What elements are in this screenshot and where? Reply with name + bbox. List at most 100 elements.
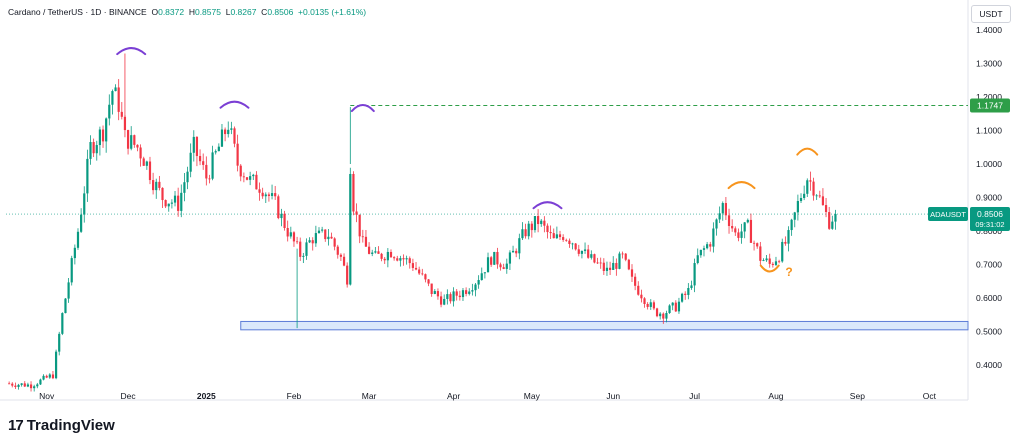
candle-body[interactable]	[680, 293, 684, 302]
candle-body[interactable]	[831, 221, 834, 229]
candle-body[interactable]	[643, 298, 646, 304]
candle-body[interactable]	[227, 129, 230, 135]
peak-arc-mar[interactable]	[350, 104, 375, 113]
candle-body[interactable]	[649, 302, 652, 307]
candle-body[interactable]	[58, 333, 61, 352]
candle-body[interactable]	[474, 284, 477, 291]
candle-body[interactable]	[621, 253, 624, 255]
candle-body[interactable]	[261, 192, 264, 197]
candle-body[interactable]	[42, 375, 45, 380]
candle-body[interactable]	[430, 283, 433, 294]
candle-body[interactable]	[718, 213, 721, 220]
candle-body[interactable]	[217, 146, 220, 152]
candle-body[interactable]	[449, 294, 452, 302]
candle-body[interactable]	[762, 260, 765, 262]
candle-body[interactable]	[45, 375, 48, 378]
tradingview-brand[interactable]: 17 TradingView	[8, 417, 115, 434]
candle-body[interactable]	[23, 383, 26, 387]
candle-body[interactable]	[439, 296, 443, 305]
candle-body[interactable]	[724, 203, 727, 216]
candle-body[interactable]	[70, 258, 73, 283]
candle-body[interactable]	[411, 263, 414, 268]
candle-body[interactable]	[668, 305, 671, 314]
candle-body[interactable]	[471, 290, 474, 292]
candle-body[interactable]	[721, 203, 724, 214]
candle-body[interactable]	[239, 165, 242, 177]
candle-body[interactable]	[202, 161, 205, 165]
candle-body[interactable]	[399, 258, 402, 261]
candle-body[interactable]	[242, 176, 245, 178]
candle-body[interactable]	[778, 261, 781, 263]
candle-body[interactable]	[101, 129, 105, 142]
candle-body[interactable]	[277, 196, 280, 219]
candle-body[interactable]	[749, 219, 753, 243]
candle-body[interactable]	[264, 194, 267, 197]
candle-body[interactable]	[505, 263, 508, 269]
candle-body[interactable]	[414, 267, 418, 270]
candle-body[interactable]	[126, 130, 130, 149]
candle-body[interactable]	[280, 213, 283, 219]
candle-body[interactable]	[546, 225, 549, 233]
candle-body[interactable]	[170, 202, 173, 204]
candle-body[interactable]	[230, 128, 233, 130]
candle-body[interactable]	[208, 178, 211, 180]
candle-body[interactable]	[555, 234, 558, 239]
candle-body[interactable]	[111, 91, 114, 105]
candle-body[interactable]	[790, 219, 793, 231]
candle-body[interactable]	[537, 216, 540, 225]
candle-body[interactable]	[515, 250, 518, 254]
candle-body[interactable]	[543, 220, 546, 226]
candle-body[interactable]	[295, 241, 299, 243]
candle-body[interactable]	[155, 181, 158, 191]
candle-body[interactable]	[346, 265, 349, 285]
candle-body[interactable]	[161, 187, 164, 201]
candle-body[interactable]	[252, 174, 255, 177]
candle-body[interactable]	[177, 195, 180, 211]
candle-body[interactable]	[383, 258, 386, 261]
candle-body[interactable]	[389, 251, 393, 258]
candle-body[interactable]	[477, 280, 480, 285]
candle-body[interactable]	[465, 290, 468, 294]
candle-body[interactable]	[245, 177, 249, 180]
candle-body[interactable]	[756, 243, 759, 247]
candle-body[interactable]	[274, 193, 277, 197]
candle-body[interactable]	[180, 192, 183, 211]
candle-body[interactable]	[580, 250, 584, 254]
peak-arc-dec[interactable]	[116, 47, 147, 56]
candle-body[interactable]	[352, 173, 355, 212]
candle-body[interactable]	[39, 379, 42, 385]
candle-body[interactable]	[630, 269, 634, 277]
candle-body[interactable]	[530, 223, 533, 231]
candle-body[interactable]	[233, 128, 236, 144]
candle-body[interactable]	[461, 290, 465, 298]
candle-body[interactable]	[562, 237, 565, 240]
candle-body[interactable]	[299, 241, 302, 257]
candle-body[interactable]	[258, 189, 261, 193]
candle-body[interactable]	[511, 250, 515, 253]
candle-body[interactable]	[270, 193, 274, 196]
candle-body[interactable]	[286, 227, 289, 237]
candle-body[interactable]	[311, 240, 314, 244]
candle-body[interactable]	[173, 195, 177, 203]
candle-body[interactable]	[558, 234, 562, 238]
candle-body[interactable]	[98, 129, 101, 146]
candle-body[interactable]	[637, 285, 640, 295]
candle-body[interactable]	[521, 229, 524, 239]
candle-body[interactable]	[687, 288, 690, 295]
candle-body[interactable]	[120, 111, 123, 117]
candle-body[interactable]	[793, 212, 796, 220]
candle-body[interactable]	[308, 240, 311, 243]
candle-body[interactable]	[224, 129, 227, 135]
candle-body[interactable]	[490, 257, 493, 265]
candle-body[interactable]	[402, 258, 405, 260]
candle-body[interactable]	[267, 194, 271, 196]
candle-body[interactable]	[324, 229, 327, 240]
candle-body[interactable]	[186, 171, 189, 183]
candle-body[interactable]	[33, 386, 36, 389]
candle-body[interactable]	[615, 262, 618, 269]
candle-body[interactable]	[677, 301, 681, 312]
candle-body[interactable]	[480, 273, 483, 281]
candle-body[interactable]	[799, 198, 803, 202]
candle-body[interactable]	[496, 251, 499, 265]
candle-body[interactable]	[834, 214, 837, 222]
